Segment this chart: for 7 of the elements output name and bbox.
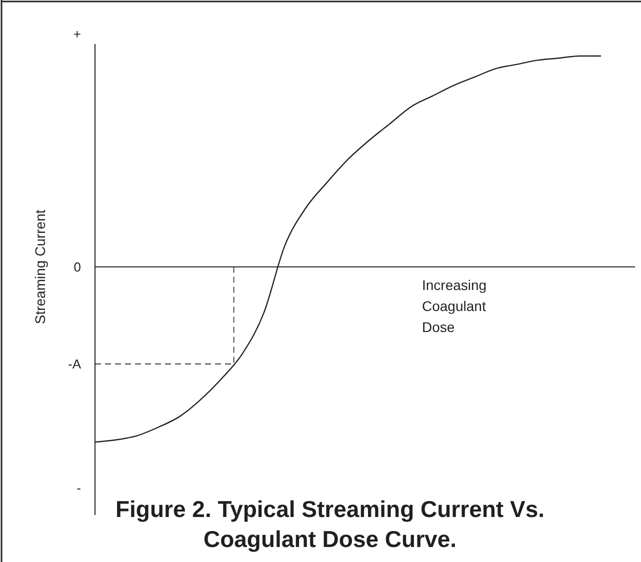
text: - [76, 480, 81, 496]
ref-line-label: -A [68, 356, 82, 372]
text: + [73, 26, 81, 42]
text: Figure 2. Typical Streaming Current Vs. Coagulant Dose Curve. [115, 496, 545, 552]
y-axis-title: Streaming Current [32, 210, 48, 324]
ref-line-label: 0 [74, 259, 81, 274]
x-axis-title: Increasing Coagulant Dose [422, 276, 487, 335]
